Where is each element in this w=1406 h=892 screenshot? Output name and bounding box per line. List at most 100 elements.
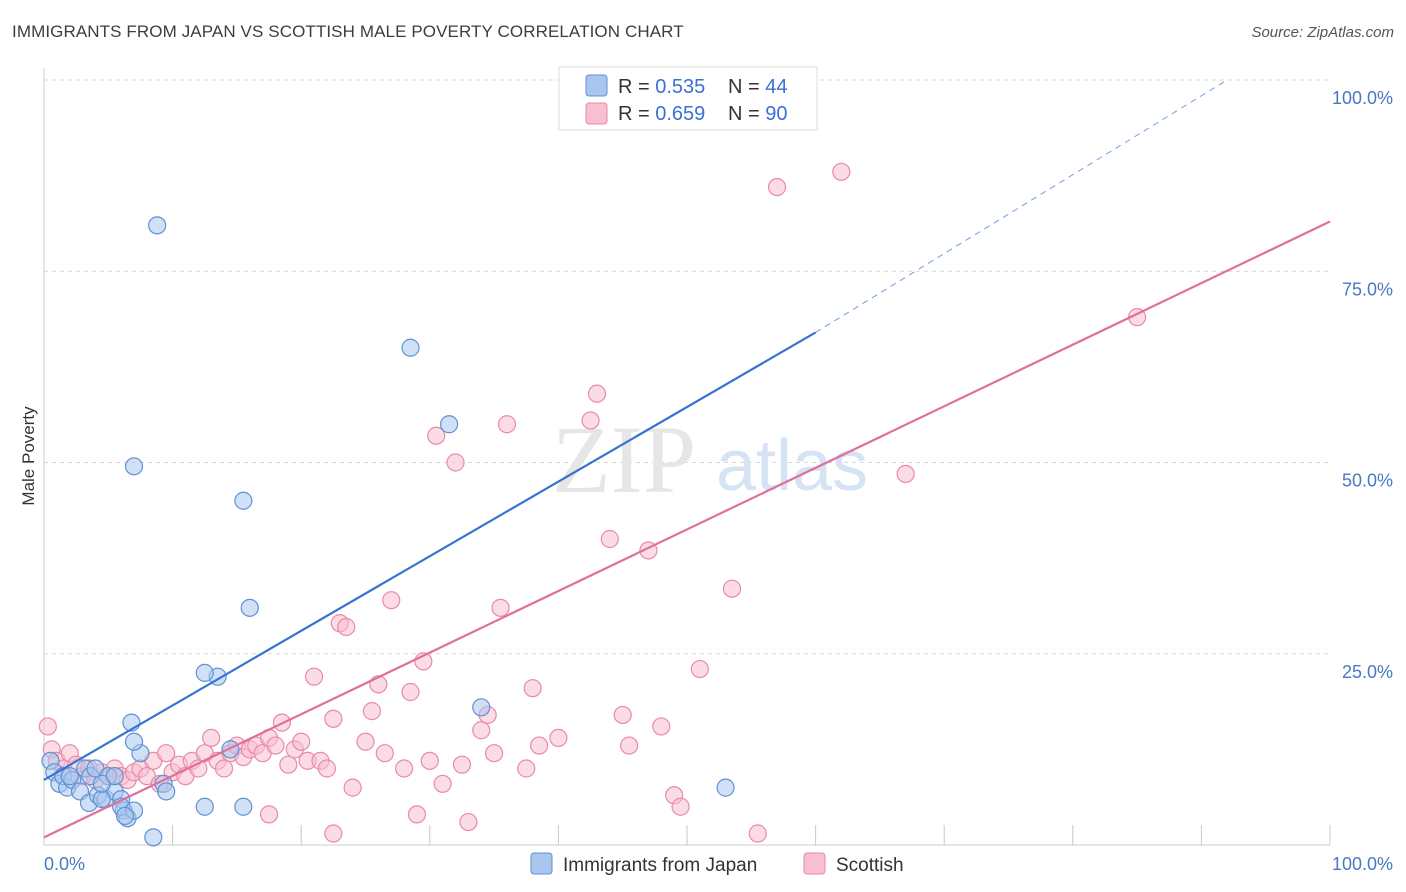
stats-legend: R = 0.535 N = 44 R = 0.659 N = 90 (558, 66, 818, 131)
chart-title: IMMIGRANTS FROM JAPAN VS SCOTTISH MALE P… (12, 22, 684, 41)
scottish-point-56 (407, 805, 427, 824)
legend-swatch-scottish (585, 102, 608, 125)
japan-point-39 (401, 338, 420, 357)
scottish-point-72 (549, 728, 568, 748)
japan-regression-line (43, 331, 817, 781)
scottish-point-90 (748, 824, 767, 843)
legend-scottish-r-value: 0.659 (655, 103, 705, 125)
scottish-regression-line (43, 220, 1331, 839)
scottish-point-54 (394, 759, 414, 778)
japan-point-38 (234, 797, 253, 816)
japan-point-32 (195, 663, 214, 682)
scottish-point-50 (362, 702, 382, 721)
x-axis-ticks (43, 825, 1331, 845)
japan-point-26 (105, 767, 124, 786)
scottish-point-49 (356, 732, 375, 751)
scottish-point-74 (587, 384, 607, 403)
japan-point-13 (92, 789, 111, 809)
scottish-point-76 (613, 705, 632, 725)
scottish-point-73 (581, 411, 600, 430)
y-axis-tick-labels: 25.0% 50.0% 75.0% 100.0% (1332, 88, 1393, 682)
japan-point-34 (234, 491, 253, 510)
series-japan-points (41, 216, 735, 847)
japan-point-37 (240, 598, 259, 617)
scottish-point-81 (671, 797, 690, 816)
scottish-point-40 (292, 732, 311, 751)
bottom-legend-swatch-scottish (803, 852, 826, 875)
scottish-point-84 (767, 178, 787, 197)
legend-japan-n-value: 44 (765, 76, 787, 98)
japan-point-25 (124, 732, 144, 751)
scottish-point-88 (259, 805, 279, 824)
japan-point-29 (157, 782, 176, 801)
scottish-point-71 (530, 736, 549, 755)
legend-scottish-n-value: 90 (765, 103, 787, 125)
scottish-point-47 (337, 617, 356, 637)
scottish-point-19 (157, 744, 176, 763)
scottish-point-0 (38, 717, 57, 736)
scottish-point-68 (497, 415, 517, 434)
japan-point-41 (472, 698, 491, 717)
bottom-legend: Immigrants from Japan Scottish (530, 852, 904, 876)
japan-point-21 (115, 806, 135, 826)
japan-point-30 (195, 797, 214, 816)
scottish-point-36 (266, 736, 285, 755)
source-label: Source: ZipAtlas.com (1251, 24, 1394, 41)
scottish-point-67 (491, 598, 510, 617)
scottish-point-70 (523, 679, 542, 698)
scottish-point-89 (324, 824, 343, 843)
scottish-point-85 (832, 162, 851, 181)
legend-swatch-japan (585, 74, 608, 97)
scottish-point-58 (420, 751, 439, 770)
scottish-point-48 (343, 778, 362, 797)
scottish-point-45 (324, 709, 343, 728)
scottish-point-61 (446, 453, 465, 472)
japan-point-33 (221, 740, 240, 759)
legend-japan-n-label: N = (728, 76, 765, 98)
scottish-point-44 (317, 759, 337, 778)
scottish-point-52 (375, 744, 394, 763)
y-tick-label-25: 25.0% (1342, 662, 1393, 682)
japan-point-40 (439, 415, 459, 434)
scottish-point-69 (517, 759, 536, 778)
japan-point-42 (716, 778, 735, 797)
bottom-legend-label-japan: Immigrants from Japan (563, 855, 757, 876)
watermark-zip: ZIP (552, 406, 696, 513)
scottish-point-26 (202, 728, 221, 748)
legend-scottish-r-label: R = (618, 103, 655, 125)
legend-japan-r-label: R = (618, 76, 655, 98)
bottom-legend-swatch-japan (530, 852, 553, 875)
japan-point-35 (124, 457, 144, 476)
scottish-point-64 (472, 721, 491, 740)
scottish-point-66 (485, 744, 504, 763)
y-tick-label-75: 75.0% (1342, 279, 1393, 299)
scottish-point-53 (382, 591, 401, 610)
y-axis-label: Male Poverty (19, 406, 38, 506)
scottish-point-75 (600, 529, 619, 549)
y-tick-label-50: 50.0% (1342, 471, 1393, 491)
legend-scottish-n-label: N = (728, 103, 765, 125)
scottish-point-28 (214, 759, 234, 778)
scottish-point-83 (722, 579, 742, 598)
legend-japan-r-value: 0.535 (655, 76, 705, 98)
legend-row-japan-n: N = 44 (728, 76, 788, 98)
scottish-point-79 (652, 717, 671, 736)
japan-regression-extension (815, 79, 1228, 333)
scottish-point-62 (452, 755, 472, 774)
legend-row-japan: R = 0.535 (618, 76, 705, 98)
scottish-point-63 (459, 812, 478, 832)
y-tick-label-100: 100.0% (1332, 88, 1393, 108)
regression-lines (43, 79, 1331, 839)
scottish-point-60 (433, 774, 452, 793)
x-tick-label-min: 0.0% (44, 854, 85, 874)
scottish-point-38 (279, 755, 298, 774)
japan-point-43 (60, 767, 79, 786)
scottish-point-82 (690, 659, 709, 679)
legend-row-scottish-n: N = 90 (728, 103, 788, 125)
scottish-point-55 (401, 682, 420, 702)
scottish-point-59 (427, 426, 446, 445)
japan-point-28 (144, 828, 163, 847)
bottom-legend-label-scottish: Scottish (836, 855, 904, 876)
x-tick-label-max: 100.0% (1332, 854, 1393, 874)
